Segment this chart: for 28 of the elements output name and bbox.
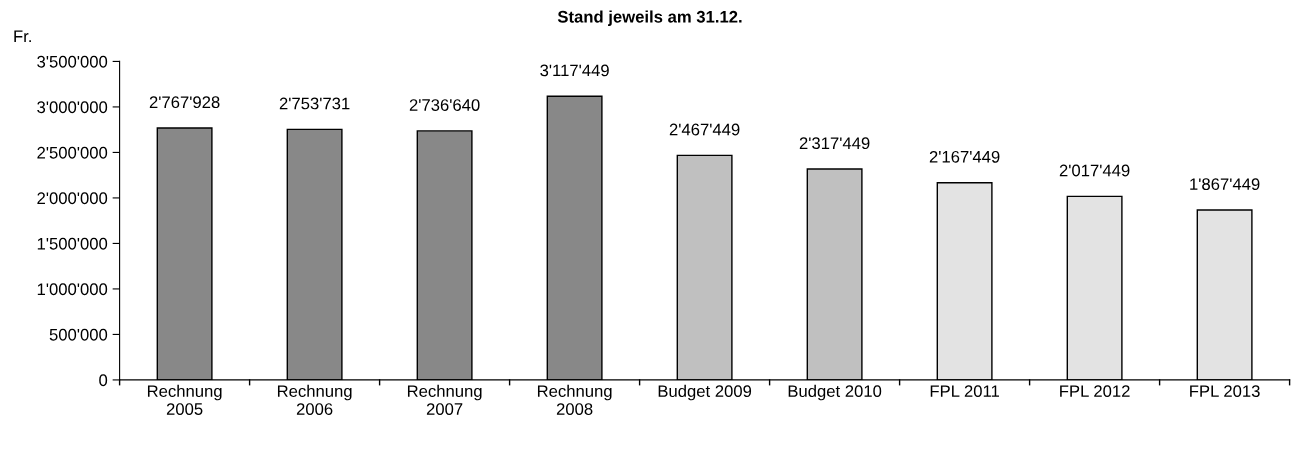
x-tick-label: Rechnung 2006 (277, 384, 352, 415)
y-tick-label: 500'000 (49, 328, 108, 341)
data-label: 2'017'449 (1059, 164, 1130, 177)
y-tick-label: 3'500'000 (37, 55, 108, 68)
y-tick-label: 3'000'000 (37, 101, 108, 114)
x-tick-label: FPL 2011 (930, 385, 999, 398)
x-tick-label: Rechnung 2008 (537, 384, 612, 415)
y-tick-label: 1'000'000 (37, 283, 108, 296)
x-tick-label: FPL 2012 (1060, 385, 1130, 398)
data-label: 2'753'731 (279, 97, 350, 110)
y-tick-label: 0 (99, 374, 108, 387)
x-tick-label: Rechnung 2005 (147, 384, 222, 415)
y-tick-label: 2'500'000 (37, 146, 108, 159)
data-label: 2'467'449 (669, 123, 740, 136)
y-axis-title: Fr. (14, 30, 31, 43)
y-tick-label: 2'000'000 (37, 192, 108, 205)
chart-title: Stand jeweils am 31.12. (557, 10, 742, 26)
data-label: 1'867'449 (1190, 178, 1260, 191)
data-label: 2'736'640 (409, 99, 480, 111)
data-label: 2'317'449 (799, 137, 870, 150)
x-tick-label: Rechnung 2007 (407, 384, 482, 415)
x-tick-label: FPL 2013 (1190, 385, 1260, 398)
data-label: 2'767'928 (149, 96, 220, 109)
y-tick-label: 1'500'000 (37, 237, 108, 250)
x-tick-label: Budget 2010 (788, 384, 882, 401)
data-label: 2'167'449 (929, 150, 1000, 163)
x-tick-label: Budget 2009 (658, 384, 752, 401)
data-label: 3'117'449 (540, 64, 609, 77)
